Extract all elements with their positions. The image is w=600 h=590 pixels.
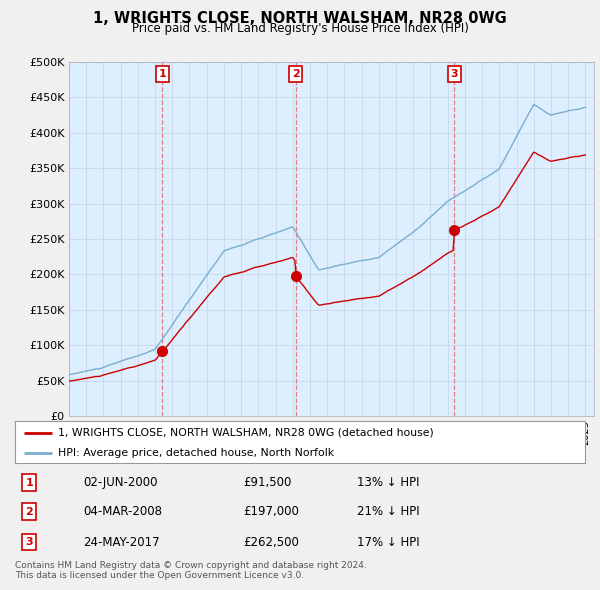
Text: 02-JUN-2000: 02-JUN-2000 [83,476,158,489]
Text: 24-MAY-2017: 24-MAY-2017 [83,536,160,549]
Text: 13% ↓ HPI: 13% ↓ HPI [357,476,419,489]
Text: £262,500: £262,500 [243,536,299,549]
Text: 04-MAR-2008: 04-MAR-2008 [83,505,163,519]
Text: 17% ↓ HPI: 17% ↓ HPI [357,536,419,549]
Text: 2: 2 [292,69,299,79]
Text: 1, WRIGHTS CLOSE, NORTH WALSHAM, NR28 0WG (detached house): 1, WRIGHTS CLOSE, NORTH WALSHAM, NR28 0W… [58,428,433,438]
Text: £197,000: £197,000 [243,505,299,519]
Text: £91,500: £91,500 [243,476,292,489]
Text: Price paid vs. HM Land Registry's House Price Index (HPI): Price paid vs. HM Land Registry's House … [131,22,469,35]
Text: 1: 1 [158,69,166,79]
Text: 3: 3 [25,537,33,547]
Text: Contains HM Land Registry data © Crown copyright and database right 2024.
This d: Contains HM Land Registry data © Crown c… [15,560,367,580]
Text: 2: 2 [25,507,33,517]
Text: HPI: Average price, detached house, North Norfolk: HPI: Average price, detached house, Nort… [58,448,334,457]
Text: 3: 3 [451,69,458,79]
Text: 1, WRIGHTS CLOSE, NORTH WALSHAM, NR28 0WG: 1, WRIGHTS CLOSE, NORTH WALSHAM, NR28 0W… [93,11,507,25]
Text: 1: 1 [25,477,33,487]
Text: 21% ↓ HPI: 21% ↓ HPI [357,505,419,519]
